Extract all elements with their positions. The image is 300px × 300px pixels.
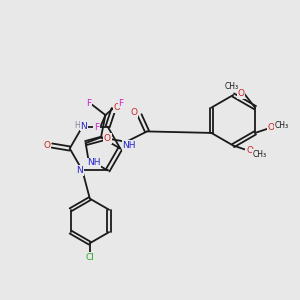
Text: H: H [74,121,80,130]
Text: CH₃: CH₃ [275,121,289,130]
Text: CH₃: CH₃ [224,82,239,91]
Text: F: F [118,99,123,108]
Text: O: O [246,146,253,155]
Text: O: O [268,123,275,132]
Text: NH: NH [87,158,101,167]
Text: O: O [43,141,50,150]
Text: F: F [94,123,99,132]
Text: N: N [76,166,83,175]
Text: Cl: Cl [85,253,94,262]
Text: O: O [238,89,244,98]
Text: O: O [114,103,121,112]
Text: N: N [80,122,87,130]
Text: CH₃: CH₃ [253,150,267,159]
Text: NH: NH [122,141,136,150]
Text: F: F [86,99,91,108]
Text: O: O [104,134,111,143]
Text: O: O [131,108,138,117]
